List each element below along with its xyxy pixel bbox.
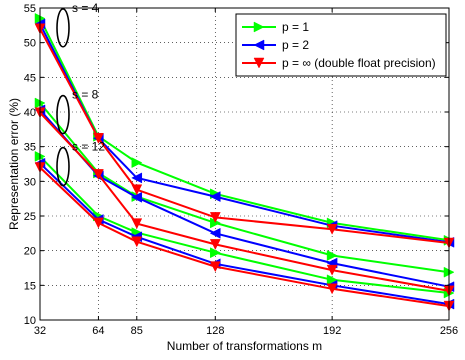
series-s8-triangle-down bbox=[34, 107, 455, 297]
y-axis-label: Representation error (%) bbox=[7, 98, 21, 230]
data-point-marker bbox=[209, 261, 221, 273]
data-point-marker bbox=[209, 212, 221, 223]
x-tick-label: 85 bbox=[131, 325, 143, 337]
y-tick-label: 45 bbox=[24, 72, 36, 84]
series-s12-triangle-down bbox=[34, 162, 455, 312]
data-point-marker bbox=[131, 184, 143, 196]
y-tick-label: 50 bbox=[24, 38, 36, 50]
cluster-label: s = 8 bbox=[72, 88, 99, 102]
x-tick-label: 192 bbox=[323, 325, 341, 337]
legend-label: p = 1 bbox=[282, 20, 309, 34]
data-point-marker bbox=[131, 218, 143, 230]
data-point-marker bbox=[326, 274, 338, 286]
y-tick-label: 10 bbox=[24, 315, 36, 327]
series-line bbox=[39, 28, 450, 244]
x-tick-label: 128 bbox=[206, 325, 224, 337]
data-point-marker bbox=[92, 133, 104, 144]
cluster-ellipse bbox=[56, 94, 70, 135]
series-line bbox=[39, 102, 450, 274]
cluster-label: s = 12 bbox=[72, 140, 105, 154]
x-tick-label: 256 bbox=[440, 325, 458, 337]
y-tick-label: 30 bbox=[24, 176, 36, 188]
data-point-marker bbox=[92, 217, 104, 229]
data-point-marker bbox=[209, 227, 221, 239]
x-tick-label: 32 bbox=[34, 325, 46, 337]
data-point-marker bbox=[253, 57, 265, 69]
axis-ticks: 32 64 85 128 192 256 10 15 20 25 30 35 40 45 50 55 bbox=[24, 3, 458, 337]
data-point-marker bbox=[253, 39, 265, 51]
series-line bbox=[39, 155, 450, 294]
y-tick-label: 40 bbox=[24, 107, 36, 119]
data-point-marker bbox=[326, 250, 338, 261]
data-point-marker bbox=[131, 157, 143, 169]
data-point-marker bbox=[210, 247, 221, 259]
data-point-marker bbox=[209, 191, 221, 203]
data-point-marker bbox=[209, 239, 221, 250]
series-layer bbox=[34, 12, 455, 312]
data-point-marker bbox=[326, 223, 338, 235]
series-line bbox=[39, 17, 450, 242]
series-line bbox=[39, 112, 450, 292]
data-point-marker bbox=[326, 264, 338, 276]
legend-label: p = 2 bbox=[282, 38, 309, 52]
y-tick-label: 35 bbox=[24, 142, 36, 154]
y-tick-label: 15 bbox=[24, 280, 36, 292]
x-tick-label: 64 bbox=[92, 325, 104, 337]
data-point-marker bbox=[253, 21, 265, 33]
legend-label: p = ∞ (double float precision) bbox=[282, 56, 436, 70]
x-axis-label: Number of transformations m bbox=[167, 339, 322, 353]
cluster-ellipse bbox=[56, 8, 70, 48]
y-tick-label: 55 bbox=[24, 3, 36, 15]
series-line bbox=[39, 162, 450, 306]
data-point-marker bbox=[326, 283, 338, 295]
data-point-marker bbox=[92, 169, 104, 180]
y-tick-label: 20 bbox=[24, 246, 36, 258]
data-point-marker bbox=[131, 236, 143, 248]
legend: p = 1 p = 2 p = ∞ (double float precision) bbox=[235, 13, 447, 77]
plot-frame bbox=[39, 7, 450, 321]
data-point-marker bbox=[131, 172, 143, 184]
y-tick-label: 25 bbox=[24, 211, 36, 223]
cluster-ellipse bbox=[56, 146, 70, 187]
series-line bbox=[39, 166, 450, 308]
